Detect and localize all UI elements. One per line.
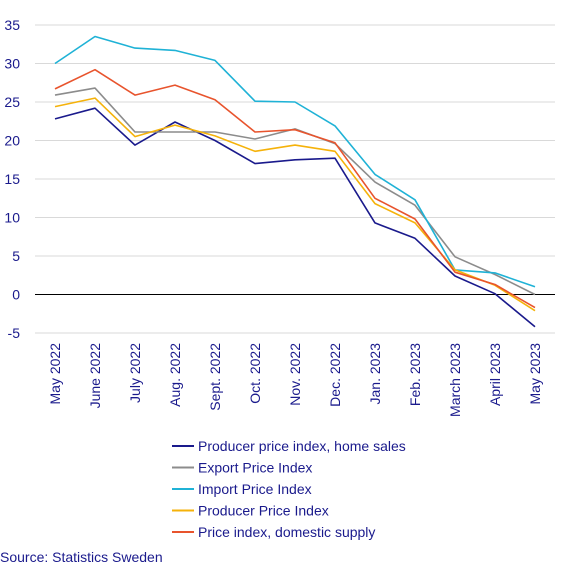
x-tick-label: Feb. 2023 bbox=[407, 343, 423, 406]
x-tick-label: April 2023 bbox=[487, 343, 503, 406]
x-tick-label: March 2023 bbox=[447, 343, 463, 417]
series-line-2 bbox=[54, 35, 536, 288]
y-tick-label: 25 bbox=[4, 94, 20, 110]
legend-label: Export Price Index bbox=[198, 460, 312, 476]
y-axis-tick-labels: -5 0 5 10 15 20 25 30 35 bbox=[4, 17, 20, 341]
y-tick-label: 0 bbox=[12, 287, 20, 303]
y-tick-label: 15 bbox=[4, 171, 20, 187]
gridlines bbox=[35, 24, 555, 334]
series-line-1 bbox=[54, 87, 536, 296]
legend: Producer price index, home sales Export P… bbox=[172, 438, 406, 540]
y-tick-label: 20 bbox=[4, 133, 20, 149]
legend-label: Import Price Index bbox=[198, 481, 312, 497]
legend-label: Producer price index, home sales bbox=[198, 438, 406, 454]
source-note: Source: Statistics Sweden bbox=[0, 549, 163, 565]
x-tick-label: June 2022 bbox=[87, 343, 103, 409]
x-tick-label: May 2022 bbox=[47, 343, 63, 405]
y-tick-label: 5 bbox=[12, 248, 20, 264]
x-tick-label: Jan. 2023 bbox=[367, 343, 383, 405]
x-tick-label: Sept. 2022 bbox=[207, 343, 223, 411]
x-axis-tick-labels: May 2022 June 2022 July 2022 Aug. 2022 Sept.… bbox=[47, 343, 543, 417]
series-lines bbox=[54, 35, 536, 328]
y-tick-label: 10 bbox=[4, 210, 20, 226]
series-line-0 bbox=[54, 107, 536, 328]
x-tick-label: July 2022 bbox=[127, 343, 143, 403]
series-line-3 bbox=[54, 97, 536, 312]
y-tick-label: 35 bbox=[4, 17, 20, 33]
y-tick-label: 30 bbox=[4, 56, 20, 72]
x-tick-label: Oct. 2022 bbox=[247, 343, 263, 404]
series-line-4 bbox=[54, 68, 536, 309]
x-tick-label: Aug. 2022 bbox=[167, 343, 183, 407]
y-tick-label: -5 bbox=[8, 325, 21, 341]
x-tick-label: Dec. 2022 bbox=[327, 343, 343, 407]
legend-label: Producer Price Index bbox=[198, 503, 329, 519]
legend-label: Price index, domestic supply bbox=[198, 524, 375, 540]
x-tick-label: May 2023 bbox=[527, 343, 543, 405]
x-tick-label: Nov. 2022 bbox=[287, 343, 303, 406]
